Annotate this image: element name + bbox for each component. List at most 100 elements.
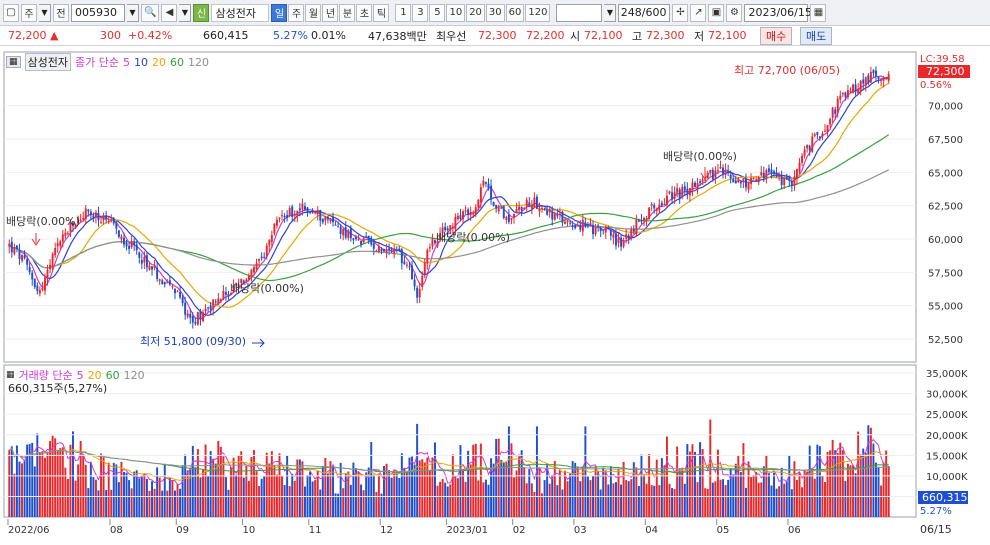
interval-button-30[interactable]: 30 <box>485 3 505 22</box>
candle-body <box>125 242 128 247</box>
volume-bar <box>202 469 204 517</box>
search-icon[interactable]: 🔍 <box>141 3 160 22</box>
speaker-dropdown-icon[interactable]: ▼ <box>179 3 192 22</box>
volume-bar <box>18 461 21 517</box>
volume-bar <box>278 453 281 517</box>
candle-body <box>15 245 18 250</box>
crosshair-icon[interactable]: ✢ <box>672 3 689 22</box>
volume-bar <box>739 472 742 517</box>
badge-new[interactable]: 신 <box>193 3 210 22</box>
chart-area[interactable]: 70,000 67,500 65,000 62,500 60,000 57,500 55,0… <box>0 47 990 542</box>
candle-body <box>372 243 375 249</box>
candle-body <box>724 169 727 175</box>
candle-body <box>275 219 278 226</box>
volume-bar <box>846 463 849 517</box>
market-select[interactable]: 전 <box>53 3 69 22</box>
candle-body <box>202 312 204 322</box>
volume-bar <box>584 426 587 517</box>
period-button-0[interactable]: 일 <box>271 3 288 22</box>
volume-bar <box>400 453 403 517</box>
candle-body <box>637 220 640 222</box>
period-button-4[interactable]: 분 <box>339 3 356 22</box>
x-tick-label: 11 <box>309 525 322 536</box>
stock-code-dropdown-icon[interactable]: ▼ <box>127 3 139 22</box>
candle-body <box>421 275 424 288</box>
volume-bar <box>112 462 115 517</box>
interval-button-20[interactable]: 20 <box>466 3 485 22</box>
candle-body <box>762 172 765 178</box>
save-icon[interactable]: ▣ <box>708 3 725 22</box>
window-icon[interactable]: ▢ <box>3 3 19 22</box>
volume-bar <box>413 464 416 517</box>
candle-body <box>18 249 21 259</box>
volume-bar <box>607 484 610 517</box>
volume-bar <box>492 463 495 517</box>
volume-bar <box>240 451 243 517</box>
candle-body <box>235 283 238 286</box>
volume-bar <box>28 443 31 517</box>
candle-body <box>418 288 421 298</box>
speaker-icon[interactable]: ◀ <box>161 3 178 22</box>
candle-body <box>334 224 337 226</box>
volume-bar <box>643 474 645 517</box>
volume-bar <box>87 488 90 517</box>
candle-body <box>826 125 829 132</box>
draw-icon[interactable]: ↗ <box>690 3 707 22</box>
x-axis-right-label: 06/15 <box>920 523 952 536</box>
stock-chart[interactable]: 70,000 67,500 65,000 62,500 60,000 57,500 55,0… <box>0 47 990 542</box>
sell-button[interactable]: 매도 <box>800 27 833 45</box>
period-button-5[interactable]: 초 <box>356 3 373 22</box>
candle-body <box>168 280 171 285</box>
volume-bar <box>69 444 72 517</box>
volume-bar <box>135 470 138 517</box>
candle-body <box>719 167 722 169</box>
candle-body <box>846 90 849 98</box>
interval-button-60[interactable]: 60 <box>505 3 525 22</box>
interval-button-5[interactable]: 5 <box>429 3 446 22</box>
period-button-2[interactable]: 월 <box>305 3 322 22</box>
candle-body <box>836 98 839 114</box>
candle-body <box>255 263 258 269</box>
interval-button-3[interactable]: 3 <box>412 3 429 22</box>
candle-body <box>885 78 888 80</box>
calendar-icon[interactable]: ▦ <box>810 3 827 22</box>
chevron-down-icon[interactable]: ▼ <box>39 3 51 22</box>
period-select[interactable]: 주 <box>21 3 37 22</box>
volume-bar <box>724 485 727 517</box>
last-volume-tag <box>918 491 968 504</box>
candle-body <box>64 232 67 236</box>
candle-body <box>411 265 414 280</box>
pin-icon[interactable]: ▦ <box>6 56 21 68</box>
candle-body <box>28 266 31 273</box>
period-button-6[interactable]: 틱 <box>373 3 390 22</box>
interval-button-120[interactable]: 120 <box>525 3 551 22</box>
volume-bar <box>507 426 510 517</box>
period-button-3[interactable]: 년 <box>322 3 339 22</box>
candle-body <box>594 227 597 235</box>
stock-code-input[interactable]: 005930 <box>71 3 125 22</box>
interval-button-10[interactable]: 10 <box>446 3 466 22</box>
candle-body <box>752 178 755 180</box>
candle-body <box>530 204 533 209</box>
volume-bar <box>612 483 615 517</box>
volume-bar <box>446 486 449 517</box>
candle-body <box>469 212 472 216</box>
interval-input[interactable] <box>556 3 603 22</box>
volume-bar <box>105 489 108 517</box>
volume-bar <box>138 478 141 517</box>
candle-body <box>574 224 577 229</box>
gear-icon[interactable]: ⚙ <box>726 3 743 22</box>
buy-button[interactable]: 매수 <box>760 27 793 45</box>
candle-body <box>538 208 541 212</box>
candle-body <box>546 209 549 215</box>
volume-bar <box>564 470 566 517</box>
period-button-1[interactable]: 주 <box>288 3 305 22</box>
candle-body <box>362 238 365 243</box>
interval-button-1[interactable]: 1 <box>395 3 412 22</box>
interval-dropdown-icon[interactable]: ▼ <box>604 3 617 22</box>
candle-body <box>26 259 29 265</box>
candle-body <box>97 213 100 221</box>
volume-bar <box>671 488 674 517</box>
date-input[interactable]: 2023/06/15 <box>744 3 812 22</box>
pin-icon[interactable]: ▦ <box>6 370 15 380</box>
